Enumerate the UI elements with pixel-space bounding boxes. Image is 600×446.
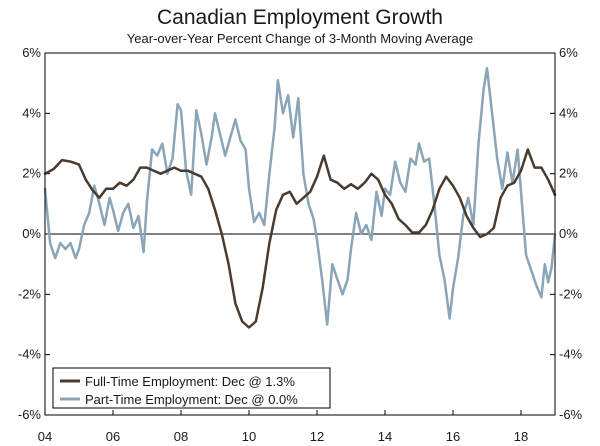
y-tick-label-right: -2% (559, 286, 583, 301)
legend-label-full-time: Full-Time Employment: Dec @ 1.3% (85, 374, 295, 389)
x-tick-label: 06 (106, 429, 120, 444)
y-tick-label-left: -2% (18, 286, 42, 301)
y-tick-label-right: 0% (559, 226, 578, 241)
x-tick-label: 18 (514, 429, 528, 444)
x-tick-label: 12 (310, 429, 324, 444)
x-axis: 04 06 08 10 12 14 16 18 (38, 410, 528, 444)
y-tick-label-right: -6% (559, 407, 583, 422)
y-axis-right: 6% 4% 2% 0% -2% -4% -6% (550, 45, 583, 422)
y-tick-label-left: 0% (22, 226, 41, 241)
chart-title: Canadian Employment Growth (157, 6, 443, 29)
x-tick-label: 10 (242, 429, 256, 444)
x-tick-label: 08 (174, 429, 188, 444)
y-tick-label-left: -6% (18, 407, 42, 422)
x-tick-label: 16 (446, 429, 460, 444)
x-tick-label: 14 (378, 429, 392, 444)
y-tick-label-right: 2% (559, 166, 578, 181)
x-tick-label: 04 (38, 429, 52, 444)
series-line-part-time (43, 66, 557, 326)
y-tick-label-left: 2% (22, 166, 41, 181)
legend-label-part-time: Part-Time Employment: Dec @ 0.0% (85, 392, 298, 407)
y-tick-label-right: -4% (559, 347, 583, 362)
legend-box (52, 367, 331, 409)
legend: Full-Time Employment: Dec @ 1.3% Part-Ti… (52, 367, 331, 409)
y-axis-left: 6% 4% 2% 0% -2% -4% -6% (18, 45, 50, 422)
series-layer (43, 66, 557, 329)
y-tick-label-right: 6% (559, 45, 578, 60)
y-tick-label-right: 4% (559, 105, 578, 120)
y-tick-label-left: 4% (22, 105, 41, 120)
y-tick-label-left: -4% (18, 347, 42, 362)
plot-area (44, 52, 556, 416)
series-line-full-time (43, 148, 557, 329)
chart-subtitle: Year-over-Year Percent Change of 3-Month… (127, 31, 473, 46)
y-tick-label-left: 6% (22, 45, 41, 60)
